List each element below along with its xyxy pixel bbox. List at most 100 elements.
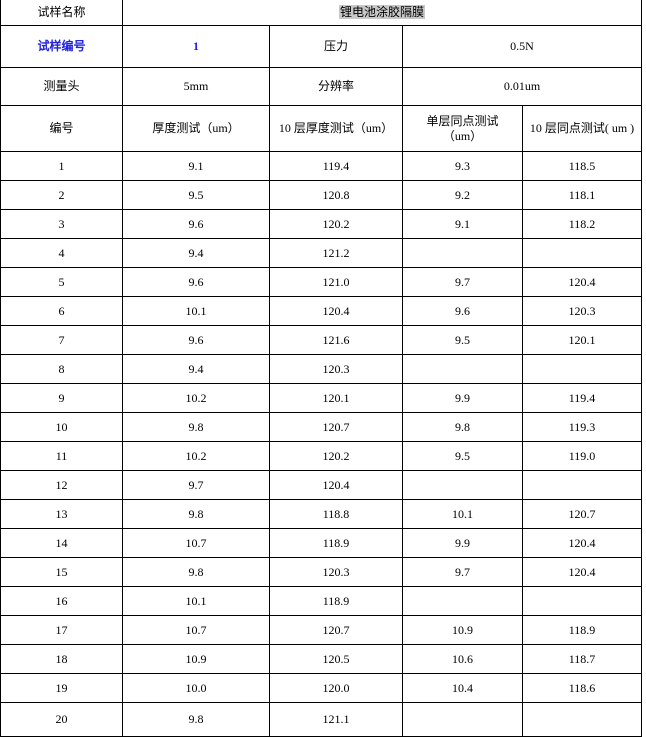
cell-samepoint-single[interactable] (402, 238, 523, 268)
cell-samepoint-10layer[interactable]: 120.4 (521, 528, 643, 558)
cell-probe-value[interactable]: 5mm (122, 67, 270, 106)
cell-samepoint-10layer[interactable]: 118.6 (521, 673, 643, 703)
cell-thickness-10layer[interactable]: 120.4 (269, 296, 403, 326)
cell-index[interactable]: 19 (0, 673, 123, 703)
cell-samepoint-10layer[interactable]: 120.7 (521, 499, 643, 529)
column-header-no[interactable]: 编号 (0, 105, 123, 152)
cell-thickness-10layer[interactable]: 118.8 (269, 499, 403, 529)
cell-samepoint-single[interactable]: 9.3 (402, 151, 523, 181)
cell-samepoint-10layer[interactable] (521, 586, 643, 616)
cell-samepoint-single[interactable]: 10.1 (402, 499, 523, 529)
column-header-samepoint-10layer[interactable]: 10 层同点测试( um ) (521, 105, 643, 152)
cell-index[interactable]: 5 (0, 267, 123, 297)
cell-index[interactable]: 3 (0, 209, 123, 239)
cell-sample-no-label[interactable]: 试样编号 (0, 25, 123, 68)
cell-thickness-10layer[interactable]: 120.7 (269, 412, 403, 442)
cell-thickness-single[interactable]: 9.5 (122, 180, 270, 210)
cell-index[interactable]: 11 (0, 441, 123, 471)
cell-samepoint-10layer[interactable]: 118.2 (521, 209, 643, 239)
cell-samepoint-single[interactable]: 10.6 (402, 644, 523, 674)
cell-samepoint-single[interactable]: 9.9 (402, 383, 523, 413)
cell-thickness-single[interactable]: 10.9 (122, 644, 270, 674)
cell-samepoint-10layer[interactable] (521, 354, 643, 384)
cell-samepoint-10layer[interactable]: 118.7 (521, 644, 643, 674)
cell-samepoint-10layer[interactable]: 119.0 (521, 441, 643, 471)
cell-thickness-single[interactable]: 9.1 (122, 151, 270, 181)
cell-thickness-10layer[interactable]: 120.2 (269, 441, 403, 471)
cell-resolution-label[interactable]: 分辨率 (269, 67, 403, 106)
cell-probe-label[interactable]: 测量头 (0, 67, 123, 106)
cell-samepoint-10layer[interactable]: 118.1 (521, 180, 643, 210)
cell-index[interactable]: 12 (0, 470, 123, 500)
cell-index[interactable]: 9 (0, 383, 123, 413)
cell-samepoint-single[interactable]: 10.4 (402, 673, 523, 703)
cell-thickness-single[interactable]: 9.6 (122, 267, 270, 297)
cell-samepoint-10layer[interactable] (521, 238, 643, 268)
cell-index[interactable]: 16 (0, 586, 123, 616)
cell-thickness-single[interactable]: 9.8 (122, 557, 270, 587)
cell-index[interactable]: 18 (0, 644, 123, 674)
cell-thickness-single[interactable]: 9.6 (122, 325, 270, 355)
cell-samepoint-single[interactable]: 9.5 (402, 441, 523, 471)
cell-index[interactable]: 14 (0, 528, 123, 558)
cell-samepoint-single[interactable]: 9.1 (402, 209, 523, 239)
cell-index[interactable]: 2 (0, 180, 123, 210)
cell-samepoint-10layer[interactable]: 120.4 (521, 267, 643, 297)
cell-samepoint-10layer[interactable]: 120.4 (521, 557, 643, 587)
cell-samepoint-single[interactable]: 9.5 (402, 325, 523, 355)
cell-samepoint-10layer[interactable]: 119.4 (521, 383, 643, 413)
cell-resolution-value[interactable]: 0.01um (401, 67, 643, 106)
cell-index[interactable]: 8 (0, 354, 123, 384)
cell-samepoint-10layer[interactable]: 120.3 (521, 296, 643, 326)
cell-thickness-10layer[interactable]: 119.4 (269, 151, 403, 181)
cell-samepoint-single[interactable]: 9.8 (402, 412, 523, 442)
cell-thickness-10layer[interactable]: 120.5 (269, 644, 403, 674)
cell-thickness-10layer[interactable]: 121.0 (269, 267, 403, 297)
cell-index[interactable]: 7 (0, 325, 123, 355)
cell-thickness-10layer[interactable]: 120.1 (269, 383, 403, 413)
cell-thickness-single[interactable]: 10.1 (122, 586, 270, 616)
cell-thickness-single[interactable]: 9.4 (122, 354, 270, 384)
cell-pressure-label[interactable]: 压力 (269, 25, 403, 68)
cell-thickness-10layer[interactable]: 120.3 (269, 354, 403, 384)
cell-thickness-single[interactable]: 10.7 (122, 528, 270, 558)
cell-index[interactable]: 1 (0, 151, 123, 181)
cell-samepoint-single[interactable] (402, 354, 523, 384)
cell-thickness-10layer[interactable]: 118.9 (269, 586, 403, 616)
cell-index[interactable]: 4 (0, 238, 123, 268)
column-header-thickness-10layer[interactable]: 10 层厚度测试（um） (269, 105, 403, 152)
cell-thickness-single[interactable]: 9.4 (122, 238, 270, 268)
cell-samepoint-10layer[interactable]: 118.5 (521, 151, 643, 181)
cell-index[interactable]: 15 (0, 557, 123, 587)
cell-samepoint-10layer[interactable]: 120.1 (521, 325, 643, 355)
cell-index[interactable]: 13 (0, 499, 123, 529)
cell-thickness-10layer[interactable]: 120.3 (269, 557, 403, 587)
cell-thickness-10layer[interactable]: 121.2 (269, 238, 403, 268)
cell-sample-name-label[interactable]: 试样名称 (0, 0, 123, 26)
cell-thickness-single[interactable]: 9.6 (122, 209, 270, 239)
cell-thickness-10layer[interactable]: 120.4 (269, 470, 403, 500)
cell-samepoint-single[interactable] (402, 702, 523, 737)
cell-samepoint-single[interactable]: 9.9 (402, 528, 523, 558)
cell-thickness-single[interactable]: 9.7 (122, 470, 270, 500)
cell-thickness-10layer[interactable]: 121.6 (269, 325, 403, 355)
cell-sample-no-value[interactable]: 1 (122, 25, 270, 68)
cell-samepoint-10layer[interactable] (521, 470, 643, 500)
column-header-samepoint-single[interactable]: 单层同点测试 （um） (402, 105, 523, 152)
cell-thickness-single[interactable]: 9.8 (122, 499, 270, 529)
cell-thickness-10layer[interactable]: 121.1 (269, 702, 403, 737)
cell-thickness-single[interactable]: 9.8 (122, 702, 270, 737)
cell-samepoint-single[interactable] (402, 470, 523, 500)
cell-thickness-single[interactable]: 10.1 (122, 296, 270, 326)
cell-samepoint-single[interactable]: 9.2 (402, 180, 523, 210)
cell-thickness-single[interactable]: 9.8 (122, 412, 270, 442)
cell-thickness-single[interactable]: 10.2 (122, 383, 270, 413)
cell-index[interactable]: 20 (0, 702, 123, 737)
cell-index[interactable]: 10 (0, 412, 123, 442)
cell-thickness-10layer[interactable]: 118.9 (269, 528, 403, 558)
cell-samepoint-single[interactable]: 9.6 (402, 296, 523, 326)
cell-samepoint-single[interactable]: 9.7 (402, 557, 523, 587)
cell-thickness-10layer[interactable]: 120.2 (269, 209, 403, 239)
cell-thickness-10layer[interactable]: 120.8 (269, 180, 403, 210)
